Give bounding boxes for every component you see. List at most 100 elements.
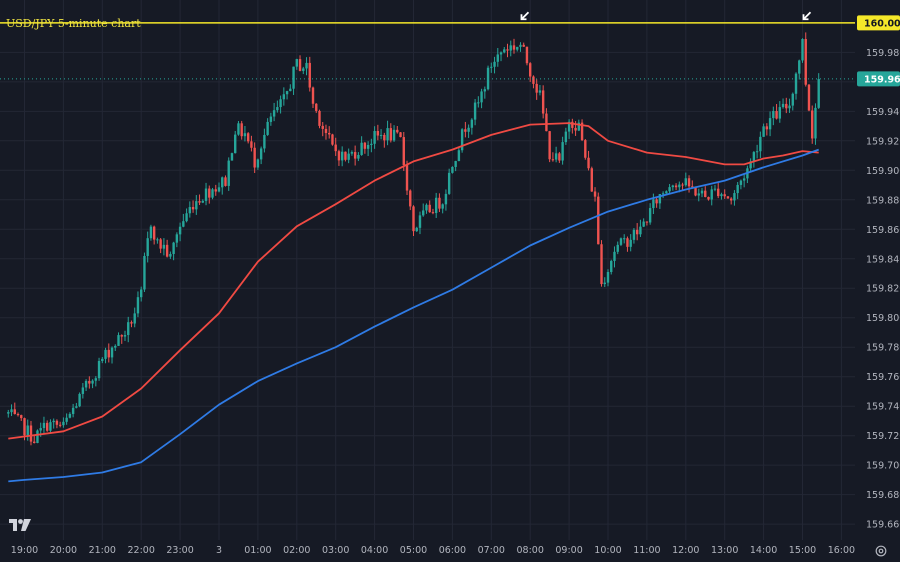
candle-body	[302, 68, 305, 71]
candle-body	[234, 134, 237, 154]
candle-body	[75, 406, 78, 408]
candle-body	[104, 349, 107, 359]
candle-body	[477, 102, 480, 104]
candle-body	[298, 59, 302, 71]
candle-body	[652, 199, 655, 209]
candle-body	[726, 196, 730, 199]
candle-body	[389, 128, 393, 141]
candle-body	[516, 46, 519, 50]
candle-body	[185, 213, 188, 222]
candle-body	[554, 153, 558, 160]
candle-body	[195, 201, 198, 210]
candle-body	[88, 380, 91, 384]
y-tick-label: 159.820	[866, 284, 900, 295]
candle-body	[717, 188, 720, 197]
candle-body	[198, 201, 201, 203]
x-tick-label: 08:00	[517, 545, 544, 556]
candle-body	[52, 420, 55, 423]
candle-body	[444, 193, 448, 205]
candle-body	[360, 142, 363, 155]
candle-body	[39, 428, 42, 431]
candle-body	[645, 221, 649, 223]
candle-body	[687, 178, 691, 187]
candle-body	[156, 239, 159, 241]
candle-body	[366, 144, 370, 149]
candlestick-series	[7, 32, 820, 446]
y-tick-label: 159.760	[866, 372, 900, 383]
candle-body	[204, 188, 208, 201]
candle-body	[658, 194, 662, 204]
peak-markers	[520, 11, 812, 21]
candle-body	[402, 137, 405, 165]
candle-body	[370, 143, 373, 145]
down-left-arrow-icon	[520, 11, 530, 21]
candle-body	[418, 215, 422, 228]
candle-body	[110, 347, 114, 358]
candle-body	[318, 110, 321, 126]
candle-body	[438, 197, 441, 209]
settings-gear-icon[interactable]	[874, 544, 888, 558]
candle-body	[224, 177, 227, 186]
candle-body	[191, 207, 195, 210]
candle-body	[529, 63, 532, 77]
candle-body	[340, 151, 344, 161]
candle-body	[379, 134, 383, 136]
candle-body	[593, 191, 597, 197]
candle-body	[661, 193, 665, 195]
y-tick-label: 159.800	[866, 313, 900, 324]
time-axis[interactable]: 19:00 20:00 21:00 22:00 23:00 3 01:00 02:00 03:0…	[11, 545, 855, 556]
y-tick-label: 159.880	[866, 195, 900, 206]
candle-body	[778, 107, 782, 119]
x-tick-label: 09:00	[555, 545, 582, 556]
candle-body	[788, 105, 791, 109]
candle-body	[580, 122, 584, 141]
candle-body	[422, 210, 425, 216]
moving-average-line-2	[8, 148, 820, 483]
candle-body	[81, 387, 85, 394]
candle-body	[807, 84, 811, 111]
candle-body	[269, 116, 273, 122]
tradingview-logo-icon	[9, 519, 31, 531]
x-tick-label: 3	[216, 545, 222, 556]
resistance-price-tag-background	[857, 15, 900, 31]
candle-body	[243, 133, 247, 137]
candle-body	[590, 168, 593, 192]
candle-body	[175, 234, 179, 243]
candle-body	[490, 66, 493, 68]
candle-body	[26, 425, 29, 436]
candle-body	[201, 200, 204, 203]
candle-body	[149, 226, 153, 239]
candle-body	[635, 229, 639, 235]
x-tick-label: 16:00	[828, 545, 855, 556]
candle-body	[409, 190, 412, 207]
x-tick-label: 20:00	[50, 545, 77, 556]
candle-body	[684, 178, 687, 186]
candle-body	[697, 193, 700, 196]
candle-body	[94, 378, 98, 381]
candle-body	[331, 134, 334, 145]
x-tick-label: 05:00	[400, 545, 427, 556]
candle-body	[668, 187, 671, 192]
candle-body	[535, 83, 538, 93]
candle-body	[42, 422, 46, 429]
price-axis[interactable]: 159.980159.960159.940159.920159.900159.8…	[857, 15, 900, 531]
x-tick-label: 21:00	[89, 545, 116, 556]
candle-body	[519, 44, 522, 47]
candle-body	[136, 297, 140, 314]
x-tick-label: 02:00	[283, 545, 310, 556]
candle-body	[412, 206, 415, 232]
x-tick-label: 11:00	[633, 545, 660, 556]
candle-body	[405, 164, 409, 191]
candle-body	[600, 244, 603, 285]
candle-body	[376, 130, 380, 136]
down-left-arrow-icon	[802, 11, 812, 21]
candle-body	[425, 204, 428, 211]
x-tick-label: 06:00	[439, 545, 466, 556]
candle-body	[522, 44, 525, 47]
candle-body	[230, 153, 234, 161]
candle-body	[97, 360, 101, 379]
candle-body	[84, 380, 88, 388]
candle-body	[674, 185, 678, 188]
candle-body	[480, 91, 483, 103]
